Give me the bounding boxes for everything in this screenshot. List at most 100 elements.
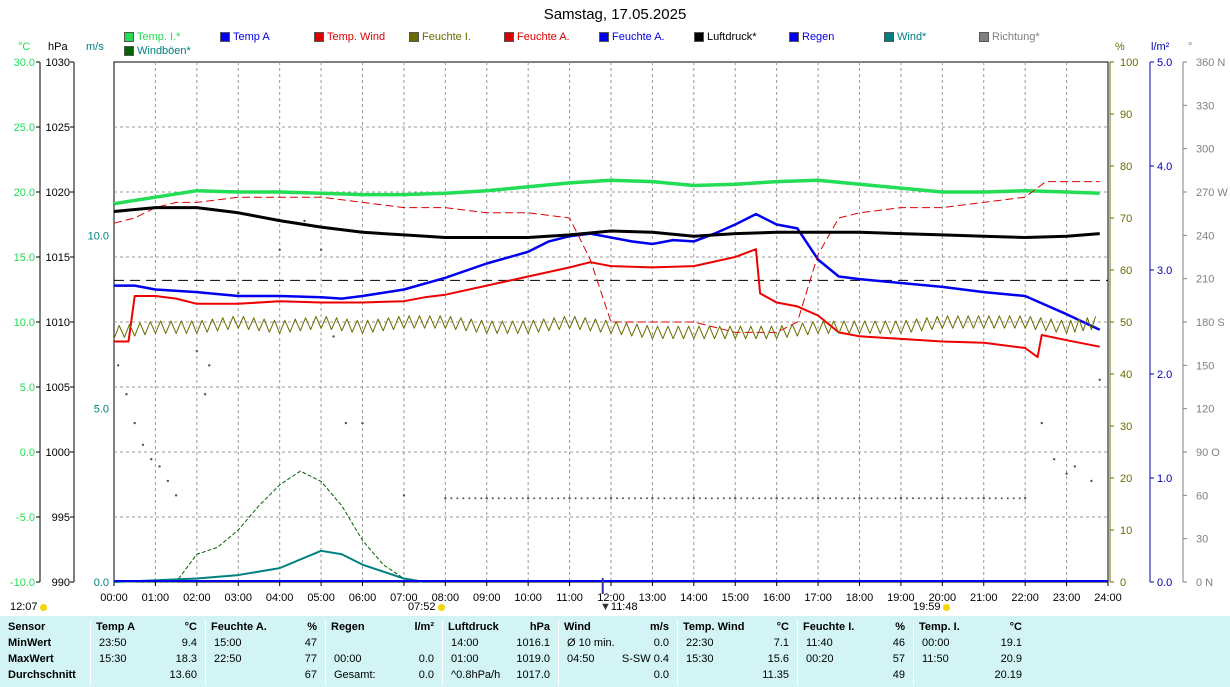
stats-value: 57 <box>892 653 905 665</box>
series-richtung-point <box>775 497 778 500</box>
series-richtung-point <box>278 248 281 251</box>
series-richtung-point <box>663 497 666 500</box>
stats-cell-min: Ø 10 min. 0.0 <box>559 636 678 651</box>
stats-cell-avg: 11.35 <box>678 668 798 683</box>
series-richtung-point <box>1073 465 1077 468</box>
series-richtung-point <box>485 497 488 500</box>
legend-item-feuchte_a_red: Feuchte A. <box>504 31 570 43</box>
series-richtung-point <box>456 497 459 500</box>
tick-direction: 90 O <box>1196 447 1220 459</box>
stats-title: Temp. Wind <box>683 621 745 633</box>
stats-unit: % <box>895 621 905 633</box>
unit-percent: % <box>1115 41 1125 53</box>
tick-x: 15:00 <box>721 592 749 604</box>
series-richtung-point <box>1052 458 1056 461</box>
legend-item-temp_a: Temp A <box>220 31 270 43</box>
series-richtung-point <box>158 465 161 468</box>
tick-rain: 5.0 <box>1157 57 1172 69</box>
legend-item-wind: Wind* <box>884 31 926 43</box>
tick-humidity: 70 <box>1120 213 1132 225</box>
series-richtung-point <box>746 497 749 500</box>
series-richtung-point <box>817 497 820 500</box>
tick-temp: 10.0 <box>14 317 35 329</box>
tick-direction: 360 N <box>1196 57 1225 69</box>
series-richtung-point <box>799 497 802 500</box>
tick-x: 13:00 <box>639 592 667 604</box>
tick-pressure: 995 <box>52 512 70 524</box>
stats-cell-header: Temp A °C <box>91 620 206 635</box>
stats-cell-min: 14:00 1016.1 <box>443 636 559 651</box>
tick-humidity: 60 <box>1120 265 1132 277</box>
legend-label: Regen <box>802 31 835 43</box>
stats-unit: l/m² <box>414 621 434 633</box>
series-richtung-point <box>977 497 980 500</box>
series-richtung-point <box>905 497 908 500</box>
series-richtung-point <box>616 497 618 500</box>
tick-pressure: 1020 <box>46 187 70 199</box>
series-richtung-point <box>982 497 985 500</box>
stats-cell-min: 22:30 7.1 <box>678 636 798 651</box>
series-richtung-point <box>811 497 814 500</box>
series-richtung-point <box>539 497 542 500</box>
series-richtung-point <box>634 497 636 500</box>
tick-x: 16:00 <box>763 592 791 604</box>
series-richtung-point <box>953 497 956 500</box>
sun-icon <box>39 603 47 611</box>
stats-value: 11.35 <box>762 669 789 681</box>
stats-time: 00:20 <box>806 653 834 665</box>
sunrise-time: 12:07 <box>10 601 38 613</box>
series-richtung-point <box>847 497 850 500</box>
series-richtung-point <box>1040 421 1043 425</box>
stats-title: Luftdruck <box>448 621 499 633</box>
series-richtung-point <box>853 497 856 500</box>
series-richtung-point <box>303 219 306 223</box>
tick-direction: 60 <box>1196 490 1208 502</box>
sun-icon <box>942 603 950 611</box>
series-richtung-point <box>681 497 684 500</box>
series-richtung-point <box>941 497 944 500</box>
stats-value: 19.1 <box>1000 637 1022 649</box>
stats-cell-header: Temp. I. °C <box>914 620 1031 635</box>
series-richtung-point <box>646 497 648 500</box>
series-richtung-point <box>823 497 826 500</box>
stats-unit: °C <box>1009 621 1022 633</box>
label-avg: Durchschnitt <box>8 669 76 681</box>
stats-value: 0.0 <box>418 669 434 681</box>
unit-celsius: °C <box>18 41 31 53</box>
series-richtung-point <box>509 497 512 500</box>
series-richtung-point <box>687 497 690 500</box>
stats-cell-max: 00:00 0.0 <box>326 652 443 667</box>
stats-col-regen: Regen l/m² 00:00 0.0 Gesamt: 0.0 <box>325 620 443 686</box>
tick-pressure: 1030 <box>46 57 70 69</box>
tick-temp: -5.0 <box>16 512 35 524</box>
series-richtung-point <box>1018 497 1021 500</box>
stats-col-temp-i: Temp. I. °C 00:00 19.1 11:50 20.9 20.19 <box>913 620 1031 686</box>
tick-direction: 0 N <box>1196 577 1213 589</box>
tick-x: 22:00 <box>1011 592 1039 604</box>
stats-unit: % <box>307 621 317 633</box>
stats-value: 77 <box>304 653 317 665</box>
series-richtung-point <box>1023 497 1027 500</box>
tick-x: 18:00 <box>846 592 874 604</box>
series-richtung-point <box>586 497 589 500</box>
marker-0752: 07:52 <box>408 601 445 613</box>
stats-col-wind: Wind m/s Ø 10 min. 0.0 04:50 S-SW 0.4 0.0 <box>558 620 678 686</box>
stats-cell-max: 04:50 S-SW 0.4 <box>559 652 678 667</box>
series-richtung-point <box>923 497 926 500</box>
stats-value: 18.3 <box>175 653 197 665</box>
series-richtung-point <box>1012 497 1015 500</box>
stats-time: 00:00 <box>922 637 950 649</box>
tick-direction: 330 <box>1196 100 1214 112</box>
tick-x: 20:00 <box>929 592 957 604</box>
stats-value: 0.0 <box>418 653 434 665</box>
tick-direction: 120 <box>1196 404 1214 416</box>
series-feuchte-a-rot <box>113 181 1100 333</box>
tick-humidity: 50 <box>1120 317 1132 329</box>
unit-lm2: l/m² <box>1151 41 1170 53</box>
stats-time: 22:50 <box>214 653 242 665</box>
tick-x: 05:00 <box>307 592 335 604</box>
series-richtung-point <box>480 497 483 500</box>
series-richtung-point <box>894 497 897 500</box>
unit-ms: m/s <box>86 41 104 53</box>
tick-direction: 270 W <box>1196 187 1228 199</box>
